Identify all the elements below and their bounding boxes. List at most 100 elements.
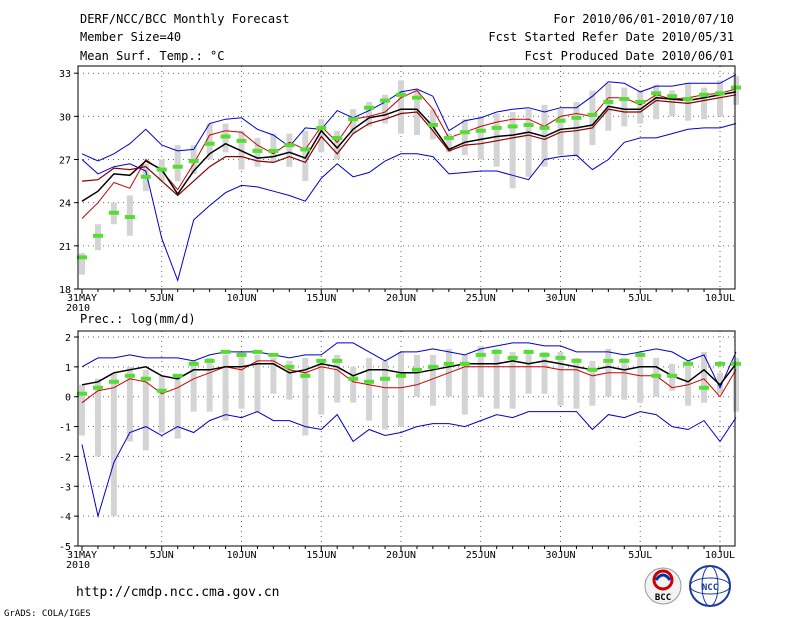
precipitation-chart: -5 -4 -3 -2 -1 0 1 2 31MAY 5JUN 10JUN 15JUN 20JUN 25J… — [59, 330, 741, 571]
ensemble-range-bar — [334, 130, 341, 160]
ensemble-range-bar — [461, 119, 468, 156]
ensemble-range-bar — [413, 354, 420, 397]
series-line-lowest — [81, 123, 737, 283]
obs-marker — [332, 358, 343, 363]
obs-marker — [699, 385, 710, 390]
ensemble-range-bar — [541, 351, 548, 394]
x-tick-label: 5JUN — [150, 293, 174, 304]
series-line-mean — [81, 91, 737, 202]
ensemble-range-bar — [366, 357, 373, 421]
fcst-produced-date: Fcst Produced Date 2010/06/01 — [524, 49, 734, 63]
ensemble-range-bar — [477, 116, 484, 160]
obs-marker — [699, 92, 710, 97]
ensemble-range-bar — [270, 357, 277, 394]
x-tick-label: 10JUN — [226, 293, 256, 304]
obs-marker — [268, 148, 279, 153]
x-tick-label: 31MAY — [67, 293, 97, 304]
y-tick-label: -5 — [59, 542, 71, 553]
ensemble-range-bar — [222, 354, 229, 421]
obs-marker — [635, 352, 646, 357]
bottom-chart-variable: Prec.: log(mm/d) — [80, 312, 196, 326]
y-tick-label: -3 — [59, 482, 71, 493]
ensemble-range-bar — [270, 133, 277, 163]
ensemble-range-bar — [206, 357, 213, 412]
top-chart-variable: Mean Surf. Temp.: °C — [80, 49, 225, 63]
y-tick-label: 27 — [59, 156, 71, 167]
series-line-lower — [81, 411, 737, 519]
ensemble-range-bar — [350, 366, 357, 403]
x-tick-label: 15JUN — [306, 293, 336, 304]
obs-marker — [427, 364, 438, 369]
bcc-logo-text: BCC — [655, 593, 671, 603]
obs-marker — [396, 373, 406, 378]
x-tick-label: 25JUN — [466, 550, 496, 561]
obs-marker — [635, 99, 646, 104]
obs-marker — [396, 92, 406, 97]
ncc-logo: NCC — [689, 565, 731, 607]
ensemble-range-bar — [525, 351, 532, 394]
obs-marker — [730, 361, 741, 366]
temperature-chart: 18 21 24 27 30 33 31MAY 5JUN 10JUN 15JUN 20JUN 25JU… — [59, 65, 741, 314]
obs-marker — [172, 164, 183, 169]
obs-marker — [507, 124, 518, 129]
x-year-label: 2010 — [66, 303, 90, 314]
obs-marker — [555, 355, 566, 360]
obs-marker — [108, 210, 119, 215]
obs-marker — [411, 95, 422, 100]
ensemble-range-bar — [637, 351, 644, 403]
obs-marker — [348, 376, 359, 381]
obs-marker — [380, 376, 391, 381]
obs-marker — [316, 358, 327, 363]
ensemble-range-bar — [653, 84, 660, 120]
ensemble-range-bar — [621, 87, 628, 127]
ensemble-range-bar — [525, 109, 532, 177]
obs-marker — [443, 361, 454, 366]
source-url: http://cmdp.ncc.cma.gov.cn — [76, 585, 280, 600]
obs-marker — [683, 361, 694, 366]
x-tick-label: 10JUL — [705, 293, 735, 304]
ensemble-range-bar — [701, 351, 708, 403]
ensemble-range-bar — [142, 369, 149, 451]
x-tick-label: 5JUL — [628, 293, 652, 304]
obs-marker — [252, 148, 263, 153]
obs-marker — [715, 361, 725, 366]
obs-marker — [300, 147, 311, 152]
ensemble-range-bar — [621, 357, 628, 400]
y-tick-label: 33 — [59, 69, 71, 80]
ensemble-range-bar — [174, 375, 181, 439]
obs-marker — [651, 91, 662, 96]
ensemble-range-bar — [302, 130, 309, 182]
series-line-obs — [81, 360, 737, 404]
obs-marker — [571, 115, 582, 120]
obs-marker — [427, 122, 438, 127]
ensemble-range-bar — [493, 348, 500, 409]
obs-marker — [124, 373, 135, 378]
y-tick-label: -1 — [59, 423, 71, 434]
ensemble-range-bar — [158, 375, 165, 433]
obs-marker — [284, 143, 295, 148]
y-tick-label: 18 — [59, 285, 71, 296]
obs-marker — [491, 125, 502, 130]
x-year-label: 2010 — [66, 560, 90, 571]
ensemble-range-bar — [94, 378, 101, 457]
ensemble-range-bar — [366, 101, 373, 127]
obs-marker — [475, 352, 486, 357]
ensemble-range-bar — [286, 360, 293, 400]
y-tick-label: 2 — [65, 333, 71, 344]
y-tick-label: 1 — [65, 363, 71, 374]
series-line-mean — [81, 360, 737, 386]
obs-marker — [92, 385, 103, 390]
x-tick-label: 30JUN — [545, 550, 575, 561]
ensemble-range-bar — [238, 351, 245, 409]
ensemble-range-bar — [110, 372, 117, 517]
x-tick-label: 5JUN — [150, 550, 174, 561]
obs-marker — [188, 361, 199, 366]
ensemble-range-bar — [557, 351, 564, 406]
obs-marker — [220, 134, 231, 139]
forecast-period: For 2010/06/01-2010/07/10 — [553, 12, 734, 26]
y-tick-label: -2 — [59, 452, 71, 463]
obs-marker — [316, 125, 327, 130]
ensemble-range-bar — [477, 345, 484, 397]
obs-marker — [667, 94, 678, 99]
obs-marker — [332, 135, 343, 140]
